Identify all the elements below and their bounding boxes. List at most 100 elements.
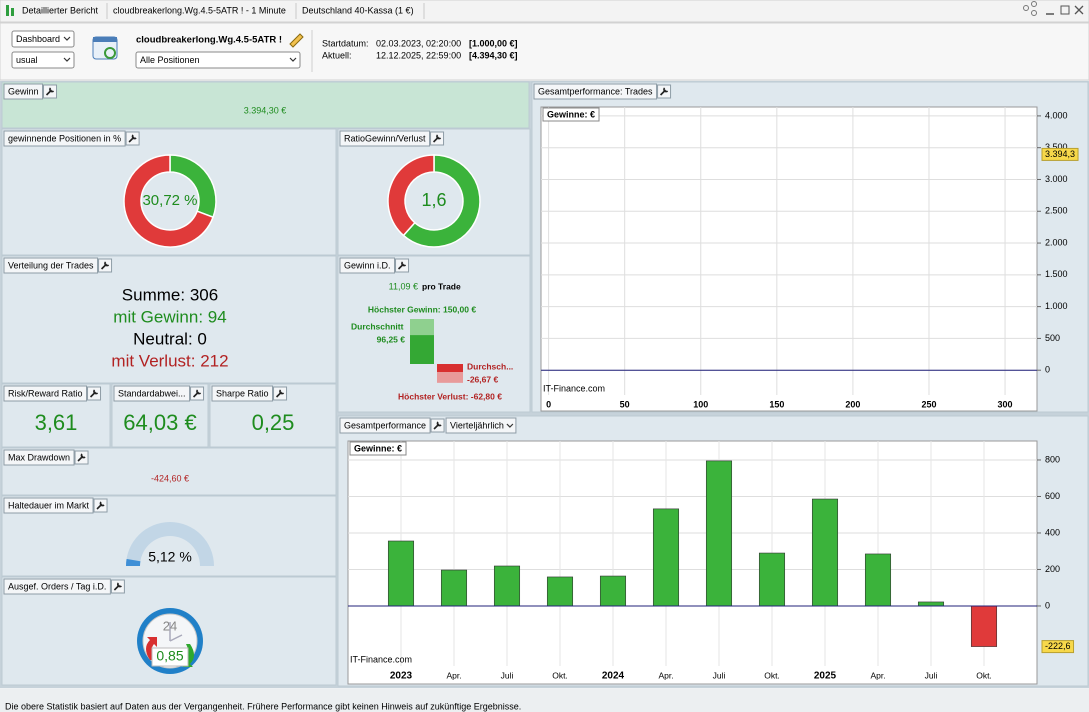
x-tick-label: Juli <box>925 670 938 680</box>
panel-title: Gesamtperformance <box>344 420 426 430</box>
select-value[interactable]: usual <box>16 55 38 65</box>
current-label: Aktuell: <box>322 50 352 60</box>
panel <box>1 81 530 129</box>
panel-title: Verteilung der Trades <box>8 260 94 270</box>
y-tick-label: 500 <box>1045 333 1060 343</box>
y-tick-label: 800 <box>1045 454 1060 464</box>
maximize-button[interactable] <box>1060 5 1070 15</box>
bar <box>440 569 468 607</box>
bar <box>758 552 786 607</box>
start-date: 02.03.2023, 02:20:00 <box>376 38 461 48</box>
trade-count: Neutral: 0 <box>133 329 207 348</box>
donut-label: 30,72 % <box>142 192 197 209</box>
share-icon[interactable] <box>1031 1 1037 7</box>
wrench-icon <box>100 261 110 270</box>
bar <box>970 605 998 647</box>
bar <box>546 576 574 607</box>
panel-tab <box>339 130 431 147</box>
max-loss: Höchster Verlust: -62,80 € <box>398 391 502 401</box>
share-icon[interactable] <box>1031 10 1037 16</box>
panel <box>1 255 337 384</box>
system-name: cloudbreakerlong.Wg.4.5-5ATR ! <box>136 35 282 46</box>
panel-title: Max Drawdown <box>8 452 70 462</box>
wrench-icon <box>128 134 137 143</box>
x-tick-label: 2025 <box>814 671 837 682</box>
value-box <box>151 647 189 667</box>
x-tick-label: Juli <box>501 670 514 680</box>
start-value: [1.000,00 €] <box>469 38 518 48</box>
gauge-track <box>126 522 214 566</box>
plot-area <box>347 440 1038 685</box>
bar <box>493 565 521 607</box>
panel-title: Gewinn i.D. <box>344 260 391 270</box>
close-button[interactable] <box>1074 5 1084 15</box>
x-tick-label: 50 <box>620 399 630 409</box>
window-tab[interactable]: cloudbreakerlong.Wg.4.5-5ATR ! - 1 Minut… <box>113 5 286 15</box>
panel-title: RatioGewinn/Verlust <box>344 133 426 143</box>
wrench-icon <box>397 261 407 270</box>
wrench-icon <box>192 389 202 398</box>
y-tick-label: 2.000 <box>1045 237 1068 247</box>
select-box[interactable] <box>445 417 517 434</box>
panel-tab <box>3 130 126 147</box>
metric-value: 0,25 <box>252 410 295 435</box>
avg-loss-label: -26,67 € <box>467 374 498 384</box>
select-caret <box>506 423 514 428</box>
window-title: Detaillierter Bericht <box>22 5 99 15</box>
period-select[interactable]: Vierteljährlich <box>450 420 504 430</box>
footer <box>0 689 1089 712</box>
per-trade-suffix: pro Trade <box>422 281 461 291</box>
bar <box>652 508 680 607</box>
title-bar <box>0 0 1089 23</box>
panel-tab <box>3 449 75 466</box>
panel-tab <box>533 83 658 100</box>
legend-label: Gewinne: € <box>547 109 595 119</box>
legend-box <box>349 441 407 456</box>
x-tick-label: 2023 <box>390 671 413 682</box>
panel-title: gewinnende Positionen in % <box>8 133 121 143</box>
wrench-icon <box>45 87 55 96</box>
last-value-box <box>1041 640 1075 654</box>
panel-tab <box>3 497 94 514</box>
metric-value: 3,61 <box>35 410 78 435</box>
y-tick-label: 200 <box>1045 564 1060 574</box>
gauge-fill <box>126 558 141 566</box>
x-tick-label: 150 <box>769 399 784 409</box>
plot-area <box>540 106 1038 412</box>
select-value[interactable]: Alle Positionen <box>140 55 200 65</box>
wrench-icon <box>89 389 99 398</box>
edit-icon[interactable] <box>289 33 304 48</box>
select-box[interactable] <box>135 51 301 69</box>
panel-tab <box>3 257 99 274</box>
y-tick-label: 1.500 <box>1045 269 1068 279</box>
x-tick-label: Okt. <box>552 670 568 680</box>
y-tick-label: 4.000 <box>1045 110 1068 120</box>
share-icon[interactable] <box>1023 5 1029 11</box>
bar <box>599 575 627 607</box>
bar <box>705 460 733 607</box>
window-tab[interactable]: Deutschland 40-Kassa (1 €) <box>302 5 414 15</box>
wrench-icon <box>275 389 285 398</box>
select-caret <box>63 57 71 62</box>
clock-label: 24 <box>163 618 177 633</box>
panel-title: Gesamtperformance: Trades <box>538 86 653 96</box>
orders-value: 0,85 <box>156 648 183 664</box>
wrench-icon <box>113 582 122 591</box>
y-tick-label: 400 <box>1045 527 1060 537</box>
select-box[interactable] <box>11 51 75 69</box>
select-value[interactable]: Dashboard <box>16 34 60 44</box>
trade-count: mit Verlust: 212 <box>111 351 228 370</box>
panel-tab <box>3 83 44 100</box>
avg-win-label: 96,25 € <box>377 334 406 344</box>
watermark: IT-Finance.com <box>350 654 412 664</box>
avg-loss-bar <box>437 364 463 373</box>
per-trade-value: 11,09 € <box>389 281 418 291</box>
app-icon <box>11 8 14 16</box>
x-tick-label: 0 <box>546 399 551 409</box>
panel-title: Standardabwei... <box>118 388 186 398</box>
y-tick-label: 1.000 <box>1045 301 1068 311</box>
select-box[interactable] <box>11 30 75 48</box>
panel-title: Gewinn <box>8 86 39 96</box>
panel-tab <box>339 417 431 434</box>
